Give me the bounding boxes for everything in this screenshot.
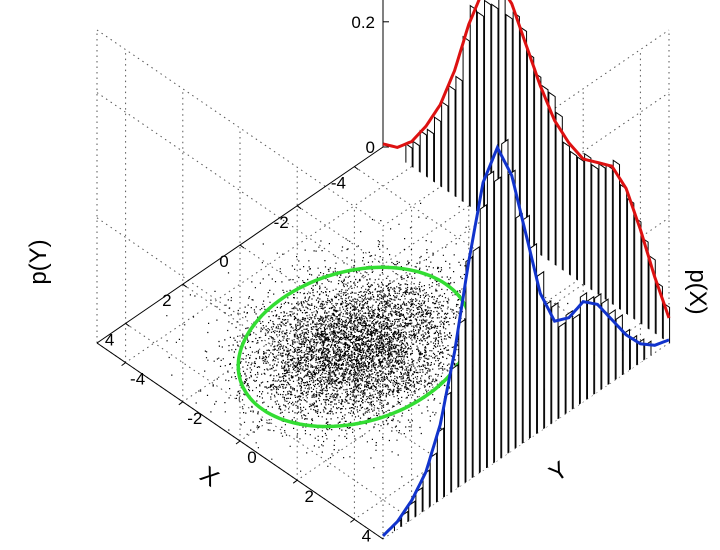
histogram-bar — [591, 163, 599, 295]
histogram-bar — [476, 11, 485, 216]
histogram-bar — [515, 212, 523, 448]
histogram-bar — [544, 300, 552, 429]
histogram-bar — [479, 203, 488, 473]
histogram-bar — [565, 309, 573, 414]
histogram-bar — [551, 301, 559, 424]
histogram-bar — [491, 3, 499, 226]
histogram-bar — [462, 35, 470, 207]
density-curves — [381, 0, 671, 537]
histogram-bar — [519, 26, 528, 246]
histogram-bar — [541, 84, 549, 261]
x-tick-mark — [239, 244, 245, 249]
histogram-bar — [494, 176, 502, 463]
histogram-bar — [441, 100, 449, 192]
x-tick-mark — [354, 166, 359, 171]
confidence-ellipse-layer — [236, 265, 473, 429]
y-tick-label: -4 — [130, 370, 145, 389]
x-tick-label: -2 — [274, 213, 289, 232]
histogram-bar — [536, 270, 545, 434]
x-tick-mark — [296, 205, 302, 210]
x-tick-label: 2 — [162, 291, 171, 310]
histogram-bar — [412, 140, 420, 172]
histogram-bar — [408, 500, 416, 522]
histogram-bar — [608, 308, 616, 385]
histogram-bar — [443, 391, 452, 497]
axis-frame — [96, 0, 389, 540]
histogram-bar — [472, 245, 480, 478]
z-tick-label: 0.2 — [351, 13, 375, 32]
histogram-bar — [569, 150, 578, 280]
y-tick-label: 0 — [247, 448, 256, 467]
histogram-bar — [426, 128, 435, 182]
x-tick-label: -4 — [331, 174, 346, 193]
histogram-bar — [529, 242, 538, 439]
y-tick-mark — [121, 362, 126, 367]
grid-line — [96, 217, 670, 415]
histogram-bar — [562, 141, 570, 275]
y-axis-label: Y — [544, 456, 573, 487]
z-axis-label-right: p(X) — [684, 269, 711, 314]
y-tick-label: -2 — [187, 409, 202, 428]
histogram-bar — [579, 291, 588, 404]
histogram-bar — [415, 486, 423, 517]
histogram-bar — [612, 159, 621, 310]
histogram-bar — [622, 328, 631, 375]
histogram-bar — [436, 427, 445, 502]
x-tick-mark — [182, 283, 188, 288]
density-curve-pX — [381, 144, 670, 537]
grid-line — [96, 29, 670, 227]
histogram-bar — [429, 452, 437, 507]
histogram-bar — [448, 84, 456, 197]
histogram-bar — [433, 116, 442, 187]
x-tick-label: 4 — [105, 330, 114, 349]
histogram-bar — [627, 197, 635, 319]
confidence-ellipse — [236, 265, 473, 429]
y-tick-mark — [292, 479, 298, 484]
histogram-bar — [576, 156, 585, 285]
histogram-bar — [634, 216, 642, 324]
histogram-bar — [555, 111, 563, 270]
histogram-bar — [469, 4, 478, 212]
y-tick-label: 4 — [362, 526, 371, 545]
histogram-bar — [455, 75, 463, 202]
histogram-bar — [501, 138, 509, 458]
z-tick-label: 0 — [366, 138, 375, 157]
histogram-bar — [508, 169, 516, 453]
histogram-bar — [522, 214, 530, 443]
y-tick-mark — [350, 519, 355, 523]
histogram-bar — [584, 152, 592, 290]
y-tick-label: 2 — [304, 487, 313, 506]
histogram-bars-x — [393, 138, 652, 532]
histogram-bar — [601, 298, 609, 390]
y-tick-mark — [178, 401, 184, 406]
histogram-bar — [458, 318, 466, 488]
y-tick-mark — [235, 440, 241, 445]
histogram-bar — [586, 295, 595, 399]
histogram-bar — [572, 313, 580, 409]
histogram-bar — [534, 72, 542, 256]
histogram-bar — [405, 142, 413, 167]
histogram-bar — [619, 183, 628, 314]
histogram-bar — [419, 129, 427, 177]
histogram-bar — [548, 91, 556, 265]
x-axis-label: X — [195, 461, 224, 492]
histogram-bar — [486, 170, 495, 468]
histogram-bar — [558, 321, 566, 419]
x-tick-label: 0 — [219, 252, 228, 271]
histogram-bar — [451, 363, 459, 492]
x-tick-mark — [125, 322, 130, 327]
histogram-bar — [605, 163, 613, 305]
grid-line — [182, 205, 470, 403]
histogram-bar — [598, 162, 606, 300]
grid-line — [125, 166, 412, 364]
histogram-bar — [465, 256, 473, 483]
density-curve-pY — [382, 0, 671, 319]
histogram-bar — [594, 292, 602, 394]
z-axis-label-left: p(Y) — [25, 239, 52, 284]
